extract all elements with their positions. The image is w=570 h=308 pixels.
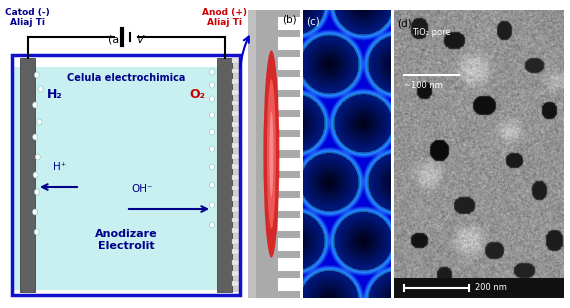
Ellipse shape <box>33 172 38 178</box>
Bar <box>232 164 242 169</box>
Ellipse shape <box>210 96 214 102</box>
Ellipse shape <box>263 50 279 258</box>
Bar <box>278 258 300 271</box>
Ellipse shape <box>32 209 38 215</box>
Bar <box>232 186 242 190</box>
Bar <box>20 58 35 292</box>
Bar <box>12 55 240 295</box>
Bar <box>232 207 242 212</box>
Ellipse shape <box>34 72 39 78</box>
Bar <box>232 239 242 244</box>
Bar <box>278 97 300 110</box>
Bar <box>278 157 300 171</box>
Ellipse shape <box>32 102 38 108</box>
Ellipse shape <box>210 202 214 208</box>
Bar <box>232 100 242 105</box>
Ellipse shape <box>38 86 43 92</box>
Text: (a): (a) <box>108 34 124 44</box>
Text: H⁺: H⁺ <box>53 162 66 172</box>
Bar <box>278 178 300 191</box>
Bar <box>232 58 242 63</box>
Text: (b): (b) <box>282 15 297 25</box>
Bar <box>232 111 242 116</box>
Bar <box>248 10 300 298</box>
Bar <box>232 196 242 201</box>
Text: V: V <box>136 35 143 45</box>
Bar <box>12 55 240 295</box>
Bar <box>232 122 242 127</box>
Bar <box>232 249 242 254</box>
Ellipse shape <box>210 69 214 75</box>
Text: (c): (c) <box>306 16 320 26</box>
Bar <box>232 69 242 73</box>
Bar <box>248 10 256 298</box>
Ellipse shape <box>210 112 214 118</box>
Bar <box>232 58 242 292</box>
Text: ~100 nm: ~100 nm <box>404 81 443 90</box>
Bar <box>232 79 242 84</box>
Bar <box>232 154 242 159</box>
Text: OH⁻: OH⁻ <box>131 184 153 194</box>
Bar <box>232 228 242 233</box>
Bar <box>232 143 242 148</box>
Bar <box>232 217 242 222</box>
Ellipse shape <box>34 189 39 195</box>
Ellipse shape <box>210 146 214 152</box>
Bar <box>278 37 300 50</box>
Ellipse shape <box>267 79 276 229</box>
Bar <box>278 238 300 251</box>
Bar <box>278 278 300 291</box>
Ellipse shape <box>34 229 39 235</box>
Ellipse shape <box>32 134 38 140</box>
Text: (d): (d) <box>397 18 412 28</box>
Bar <box>232 132 242 137</box>
Bar <box>278 198 300 211</box>
Text: TiO₂ pore: TiO₂ pore <box>412 28 451 37</box>
Text: H₂: H₂ <box>47 88 63 102</box>
Ellipse shape <box>210 164 214 170</box>
Bar <box>394 278 564 298</box>
Bar <box>278 57 300 70</box>
Text: Celula electrochimica: Celula electrochimica <box>67 73 185 83</box>
Ellipse shape <box>270 111 274 197</box>
Text: 200 nm: 200 nm <box>475 283 507 293</box>
Text: Anodizare
Electrolit: Anodizare Electrolit <box>95 229 157 251</box>
Bar <box>278 117 300 130</box>
Text: O₂: O₂ <box>189 88 205 102</box>
Ellipse shape <box>210 129 214 135</box>
Ellipse shape <box>210 182 214 188</box>
Text: Anod (+)
Aliaj Ti: Anod (+) Aliaj Ti <box>202 8 247 27</box>
Bar <box>278 137 300 151</box>
Bar <box>14 67 238 290</box>
Bar <box>232 175 242 180</box>
Bar <box>232 282 242 286</box>
Bar <box>278 77 300 90</box>
Bar <box>232 271 242 276</box>
Bar <box>278 218 300 231</box>
Ellipse shape <box>35 154 40 160</box>
Text: Catod (-)
Aliaj Ti: Catod (-) Aliaj Ti <box>5 8 50 27</box>
Ellipse shape <box>210 222 214 228</box>
Ellipse shape <box>210 82 214 88</box>
Bar <box>232 90 242 95</box>
Ellipse shape <box>37 119 42 125</box>
Bar <box>232 260 242 265</box>
Bar <box>217 58 232 292</box>
Bar <box>278 17 300 30</box>
